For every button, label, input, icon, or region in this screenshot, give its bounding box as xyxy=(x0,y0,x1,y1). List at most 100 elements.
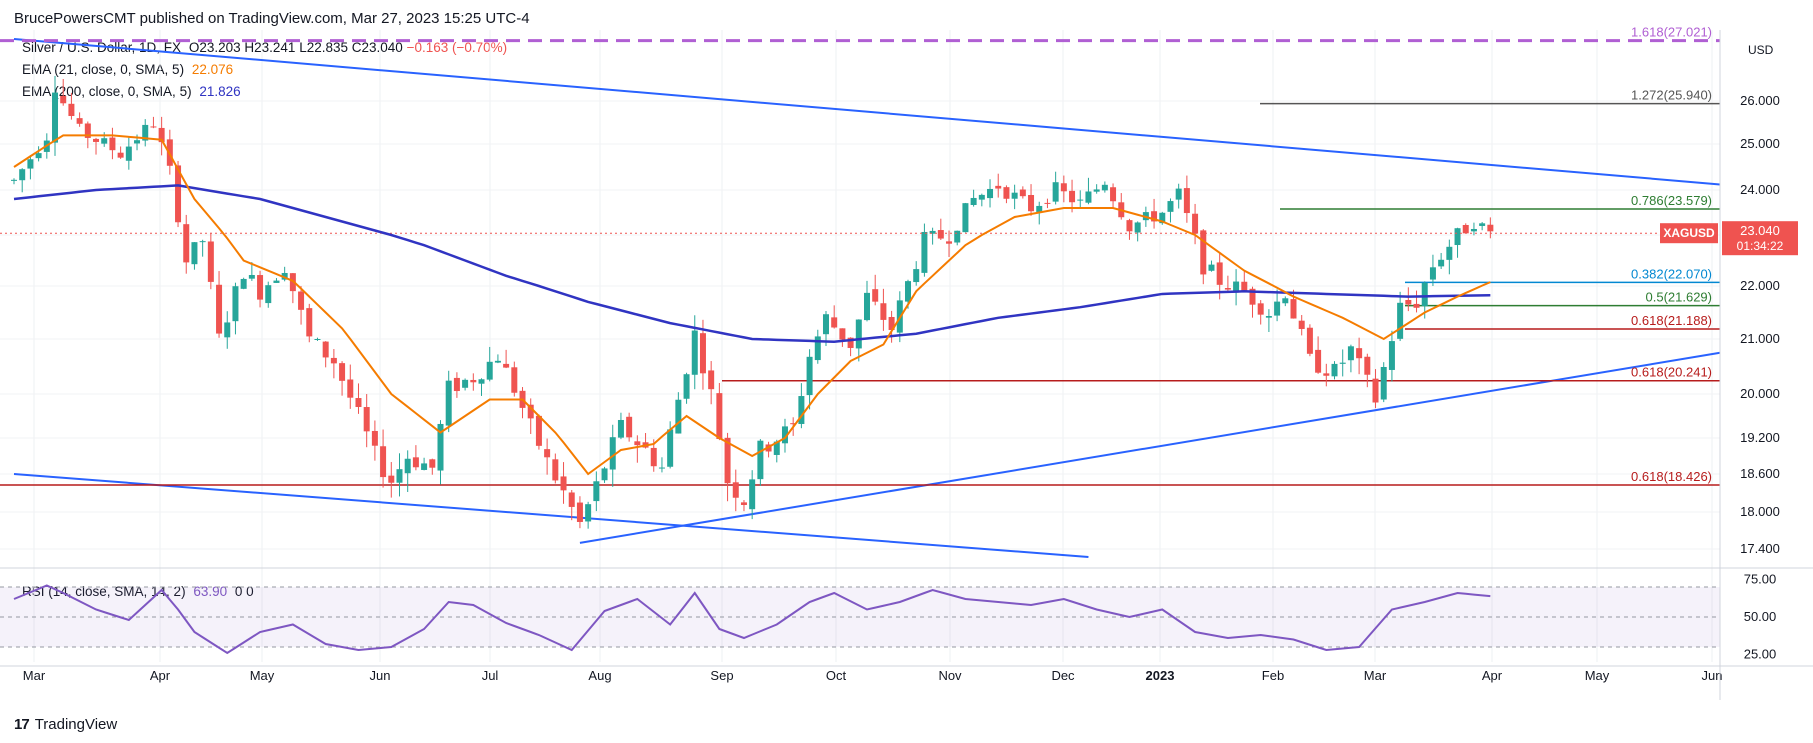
candle-body xyxy=(822,314,829,335)
candle-body xyxy=(191,242,198,265)
candle-body xyxy=(199,241,206,243)
x-tick-label: Jul xyxy=(482,668,499,683)
y-tick-label: 21.000 xyxy=(1740,331,1780,346)
candle-body xyxy=(544,449,551,458)
candle-body xyxy=(1282,298,1289,304)
y-tick-label: 26.000 xyxy=(1740,93,1780,108)
candle-body xyxy=(257,275,264,300)
candle-body xyxy=(1397,302,1404,339)
rsi-legend: RSI (14, close, SMA, 14, 2) 63.90 0 0 xyxy=(22,584,254,599)
candle-body xyxy=(35,153,42,159)
price-chart[interactable]: 1.618(27.021) 1.272(25.940) 0.786(23.579) 0… xyxy=(0,0,1813,700)
candle-body xyxy=(322,341,329,358)
candle-body xyxy=(937,230,944,239)
candle-body xyxy=(626,416,633,438)
candle-body xyxy=(306,308,313,337)
candle-body xyxy=(84,123,91,138)
candle-body xyxy=(1175,188,1182,200)
candle-body xyxy=(1479,223,1486,226)
candle-body xyxy=(1159,212,1166,224)
candle-body xyxy=(527,404,534,419)
candle-body xyxy=(683,374,690,399)
candle-body xyxy=(248,274,255,279)
x-tick-label: Nov xyxy=(938,668,962,683)
candle-body xyxy=(396,469,403,483)
ema21-line xyxy=(13,134,1491,476)
candle-body xyxy=(281,272,288,280)
candle-body xyxy=(1438,259,1445,267)
y-tick-label: 20.000 xyxy=(1740,386,1780,401)
candle-body xyxy=(1019,189,1026,197)
candle-body xyxy=(617,419,624,438)
candle-body xyxy=(363,407,370,432)
candle-body xyxy=(650,447,657,467)
candle-body xyxy=(888,316,895,330)
candle-body xyxy=(478,379,485,384)
candle-body xyxy=(1298,320,1305,329)
rsi-tick-label: 25.00 xyxy=(1744,647,1777,662)
candle-body xyxy=(1388,341,1395,370)
candle-body xyxy=(658,467,665,469)
fib-label: 0.5(21.629) xyxy=(1646,290,1713,305)
candle-body xyxy=(421,463,428,470)
candle-body xyxy=(117,152,124,158)
candle-body xyxy=(568,492,575,507)
candle-body xyxy=(1339,362,1346,364)
candle-body xyxy=(921,231,928,273)
x-tick-label: May xyxy=(250,668,275,683)
candle-body xyxy=(207,241,214,282)
candle-body xyxy=(634,441,641,446)
candle-body xyxy=(970,197,977,205)
candle-body xyxy=(798,396,805,424)
candle-body xyxy=(265,285,272,304)
candle-body xyxy=(995,185,1002,189)
candle-body xyxy=(1364,356,1371,375)
candle-body xyxy=(593,481,600,502)
x-tick-label: May xyxy=(1585,668,1610,683)
ohlc-low: L22.835 xyxy=(299,40,348,55)
candles xyxy=(0,75,1720,529)
candle-body xyxy=(585,504,592,522)
ohlc-close: C23.040 xyxy=(351,40,403,55)
ema21-value: 22.076 xyxy=(191,62,234,77)
candle-body xyxy=(27,159,34,169)
candle-body xyxy=(1257,303,1264,315)
candle-body xyxy=(864,292,870,321)
candle-body xyxy=(724,437,731,484)
candle-body xyxy=(314,338,321,340)
x-tick-label: Apr xyxy=(150,668,171,683)
candle-body xyxy=(109,137,116,151)
x-tick-label: Jun xyxy=(370,668,391,683)
candle-body xyxy=(1470,228,1477,232)
candle-body xyxy=(125,146,132,161)
candle-body xyxy=(1011,192,1018,199)
candle-body xyxy=(535,415,542,446)
ema200-label: EMA (200, close, 0, SMA, 5) xyxy=(22,84,192,99)
candle-body xyxy=(462,379,469,388)
trendline xyxy=(579,351,1721,544)
candle-body xyxy=(699,333,706,374)
fib-label: 0.618(21.188) xyxy=(1631,313,1712,328)
last-price-countdown: 01:34:22 xyxy=(1737,239,1784,253)
candle-body xyxy=(790,423,797,425)
trendlines xyxy=(13,37,1721,558)
trendline xyxy=(13,37,1721,186)
candle-body xyxy=(954,230,961,243)
candle-body xyxy=(552,459,559,481)
candle-body xyxy=(298,291,305,310)
fib-label: 1.272(25.940) xyxy=(1631,88,1712,103)
candle-body xyxy=(740,502,747,505)
fib-label: 0.618(18.426) xyxy=(1631,469,1712,484)
symbol-tag-text: XAGUSD xyxy=(1663,226,1715,240)
y-tick-label: 18.000 xyxy=(1740,504,1780,519)
rsi-pane xyxy=(0,584,1720,655)
last-price-tag xyxy=(1722,221,1798,256)
x-tick-label: Jun xyxy=(1702,668,1723,683)
candle-body xyxy=(1233,281,1240,293)
candle-body xyxy=(757,440,764,480)
candle-body xyxy=(1290,299,1297,319)
candle-body xyxy=(355,398,362,408)
candle-body xyxy=(1216,262,1223,285)
candle-body xyxy=(814,336,821,361)
candle-body xyxy=(847,337,854,348)
